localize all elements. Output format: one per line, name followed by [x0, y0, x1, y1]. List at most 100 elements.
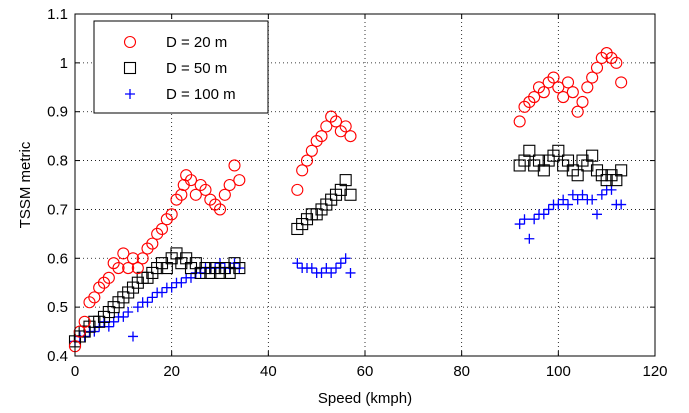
data-point-d100: [292, 258, 303, 269]
data-point-d100: [524, 233, 535, 244]
data-point-d20: [117, 247, 130, 260]
data-point-d50: [233, 262, 246, 275]
data-point-d50: [513, 159, 526, 172]
data-point-d50: [165, 252, 178, 265]
data-point-d100: [210, 263, 221, 274]
data-point-d100: [132, 302, 143, 313]
legend-marker-d100: [125, 89, 135, 99]
data-point-d20: [305, 144, 318, 157]
data-point-d20: [518, 100, 531, 113]
data-point-d20: [334, 125, 347, 138]
data-point-d100: [176, 277, 187, 288]
data-point-d100: [572, 194, 583, 205]
data-point-d20: [194, 178, 207, 192]
legend-label-d100: D = 100 m: [166, 86, 236, 103]
data-point-d100: [616, 199, 627, 210]
data-point-d20: [233, 174, 246, 187]
data-point-d50: [160, 262, 173, 275]
data-point-d50: [146, 266, 159, 279]
data-point-d100: [538, 209, 549, 220]
data-point-d20: [300, 154, 314, 167]
data-point-d50: [581, 159, 594, 172]
data-point-d50: [291, 222, 304, 236]
data-point-d100: [553, 199, 564, 210]
data-point-d50: [209, 262, 222, 275]
data-point-d50: [300, 213, 314, 226]
data-point-d20: [78, 315, 91, 328]
legend-label-d50: D = 50 m: [166, 60, 227, 77]
data-point-d20: [537, 86, 550, 99]
x-tick-label: 0: [71, 363, 79, 380]
data-point-d100: [186, 272, 196, 283]
data-point-d100: [514, 219, 525, 230]
data-point-d50: [537, 164, 550, 177]
series-d20: [68, 47, 628, 353]
data-point-d50: [557, 159, 570, 172]
data-point-d100: [195, 267, 206, 278]
data-point-d20: [329, 115, 343, 128]
y-tick-label: 0.4: [47, 348, 68, 365]
data-point-d100: [224, 263, 235, 274]
y-tick-label: 1: [60, 55, 68, 72]
data-point-d50: [175, 257, 188, 270]
data-point-d20: [513, 115, 526, 128]
data-point-d50: [610, 174, 623, 187]
data-point-d20: [204, 193, 217, 206]
data-point-d20: [209, 198, 222, 211]
data-point-d20: [528, 91, 541, 104]
data-point-d100: [345, 267, 356, 278]
data-point-d50: [571, 169, 584, 182]
data-point-d100: [142, 297, 153, 308]
data-point-d50: [600, 174, 613, 187]
data-point-d20: [151, 227, 164, 240]
x-tick-label: 120: [642, 363, 667, 380]
legend-marker-d20: [123, 35, 137, 49]
x-tick-label: 60: [357, 363, 374, 380]
data-point-d20: [610, 56, 623, 69]
data-point-d100: [596, 189, 607, 200]
data-point-d50: [199, 262, 212, 275]
data-point-d50: [78, 325, 91, 338]
data-point-d50: [532, 154, 546, 167]
data-point-d20: [595, 51, 608, 65]
data-point-d50: [344, 188, 357, 201]
data-point-d100: [543, 204, 554, 215]
legend-label-d20: D = 20 m: [166, 34, 227, 51]
data-point-d20: [325, 110, 338, 123]
data-point-d100: [99, 316, 109, 327]
data-point-d20: [339, 120, 352, 133]
data-point-d20: [320, 120, 333, 133]
data-point-d100: [234, 263, 245, 274]
data-point-d20: [88, 291, 101, 304]
data-point-d50: [586, 149, 599, 162]
data-point-d50: [93, 315, 106, 328]
data-point-d50: [189, 257, 202, 270]
plot-area: [68, 47, 628, 353]
data-point-d100: [123, 307, 134, 318]
data-point-d50: [73, 330, 86, 343]
data-point-d50: [595, 169, 608, 182]
x-tick-label: 100: [546, 363, 571, 380]
data-point-d100: [326, 267, 337, 278]
data-point-d100: [563, 199, 573, 210]
data-point-d100: [321, 263, 332, 274]
data-point-d50: [184, 262, 198, 275]
data-point-d100: [118, 311, 129, 322]
data-point-d20: [131, 262, 144, 275]
data-point-d50: [542, 154, 555, 167]
data-point-d20: [586, 71, 599, 84]
data-point-d50: [180, 252, 193, 265]
data-point-d50: [296, 218, 309, 231]
data-point-d100: [316, 267, 327, 278]
series-d100: [70, 184, 627, 347]
data-point-d20: [605, 51, 618, 65]
data-point-d50: [122, 286, 135, 299]
data-point-d50: [213, 266, 227, 279]
data-point-d50: [547, 149, 560, 162]
data-point-d50: [605, 169, 618, 182]
series-d50: [68, 144, 628, 348]
data-point-d20: [175, 188, 188, 201]
data-point-d20: [566, 86, 579, 99]
data-point-d100: [340, 253, 351, 264]
